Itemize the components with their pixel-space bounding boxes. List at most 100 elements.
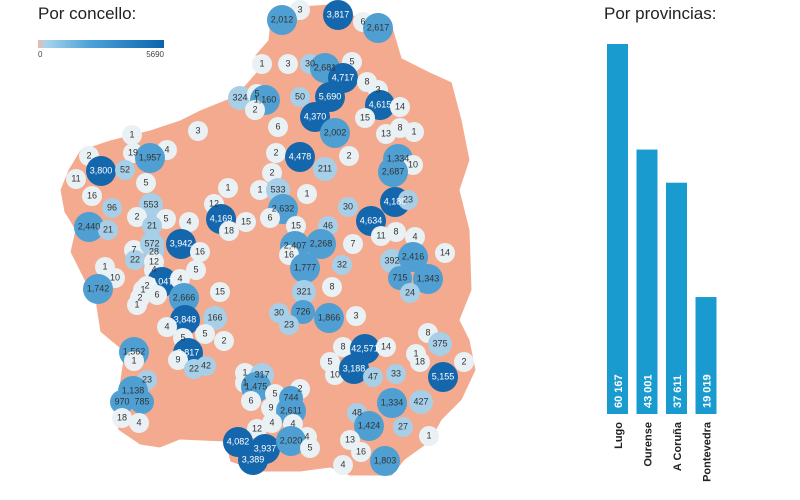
- municipality-area[interactable]: [124, 351, 144, 371]
- municipality-area[interactable]: [363, 13, 393, 43]
- municipality-area[interactable]: [170, 305, 200, 335]
- municipality-area[interactable]: [419, 426, 439, 446]
- municipality-area[interactable]: [400, 283, 420, 303]
- municipality-area[interactable]: [195, 324, 215, 344]
- municipality-area[interactable]: [188, 121, 208, 141]
- municipality-area[interactable]: [404, 122, 424, 142]
- municipality-area[interactable]: [218, 178, 238, 198]
- municipality-area[interactable]: [247, 419, 267, 439]
- municipality-area[interactable]: [398, 190, 418, 210]
- municipality-area[interactable]: [66, 169, 86, 189]
- municipality-area[interactable]: [268, 117, 288, 137]
- municipality-area[interactable]: [136, 173, 156, 193]
- municipality-area[interactable]: [112, 408, 132, 428]
- municipality-area[interactable]: [86, 156, 116, 186]
- municipality-area[interactable]: [122, 125, 142, 145]
- municipality-area[interactable]: [262, 163, 282, 183]
- municipality-area[interactable]: [355, 108, 375, 128]
- municipality-area[interactable]: [130, 390, 154, 414]
- municipality-area[interactable]: [410, 352, 430, 372]
- municipality-area[interactable]: [266, 143, 286, 163]
- municipality-area[interactable]: [250, 180, 270, 200]
- bar-lugo[interactable]: [607, 44, 628, 414]
- municipality-area[interactable]: [343, 234, 363, 254]
- municipality-area[interactable]: [82, 186, 102, 206]
- municipality-area[interactable]: [238, 445, 268, 475]
- bar-a-coruña[interactable]: [666, 182, 687, 414]
- municipality-area[interactable]: [339, 146, 359, 166]
- municipality-area[interactable]: [125, 250, 145, 270]
- municipality-area[interactable]: [333, 337, 353, 357]
- municipality-area[interactable]: [320, 118, 350, 148]
- municipality-area[interactable]: [297, 184, 317, 204]
- municipality-area[interactable]: [278, 54, 298, 74]
- municipality-area[interactable]: [332, 255, 352, 275]
- municipality-area[interactable]: [98, 220, 118, 240]
- municipality-area[interactable]: [398, 242, 428, 272]
- municipality-area[interactable]: [376, 337, 396, 357]
- municipality-area[interactable]: [371, 226, 391, 246]
- municipality-area[interactable]: [245, 100, 265, 120]
- municipality-area[interactable]: [306, 229, 336, 259]
- municipality-area[interactable]: [323, 0, 353, 30]
- bar-ourense[interactable]: [636, 149, 658, 415]
- municipality-area[interactable]: [378, 157, 408, 187]
- municipality-area[interactable]: [290, 87, 310, 107]
- municipality-area[interactable]: [322, 277, 342, 297]
- municipality-area[interactable]: [127, 207, 147, 227]
- municipality-area[interactable]: [129, 413, 149, 433]
- municipality-area[interactable]: [291, 300, 315, 324]
- municipality-area[interactable]: [370, 446, 400, 476]
- municipality-area[interactable]: [292, 280, 316, 304]
- municipality-area[interactable]: [115, 160, 135, 180]
- municipality-area[interactable]: [428, 362, 458, 392]
- municipality-area[interactable]: [454, 352, 474, 372]
- municipality-area[interactable]: [168, 350, 188, 370]
- municipality-area[interactable]: [102, 198, 122, 218]
- municipality-area[interactable]: [228, 86, 252, 110]
- municipality-area[interactable]: [166, 229, 196, 259]
- municipality-area[interactable]: [413, 264, 443, 294]
- municipality-area[interactable]: [83, 274, 113, 304]
- municipality-area[interactable]: [405, 227, 425, 247]
- municipality-area[interactable]: [338, 197, 358, 217]
- municipality-area[interactable]: [333, 455, 353, 475]
- municipality-area[interactable]: [300, 102, 330, 132]
- municipality-area[interactable]: [363, 367, 383, 387]
- municipality-area[interactable]: [279, 315, 299, 335]
- municipality-area[interactable]: [428, 332, 452, 356]
- municipality-area[interactable]: [286, 216, 306, 236]
- municipality-area[interactable]: [157, 317, 177, 337]
- municipality-area[interactable]: [241, 391, 261, 411]
- municipality-area[interactable]: [74, 212, 104, 242]
- municipality-area[interactable]: [142, 216, 162, 236]
- municipality-area[interactable]: [351, 442, 371, 462]
- municipality-area[interactable]: [261, 398, 281, 418]
- municipality-area[interactable]: [214, 331, 234, 351]
- municipality-area[interactable]: [260, 208, 280, 228]
- municipality-area[interactable]: [236, 212, 256, 232]
- municipality-area[interactable]: [190, 242, 210, 262]
- municipality-area[interactable]: [127, 295, 147, 315]
- municipality-area[interactable]: [435, 243, 455, 263]
- municipality-area[interactable]: [110, 390, 134, 414]
- municipality-area[interactable]: [169, 283, 199, 313]
- municipality-area[interactable]: [186, 260, 206, 280]
- municipality-area[interactable]: [219, 221, 239, 241]
- municipality-area[interactable]: [267, 5, 297, 35]
- bar-pontevedra[interactable]: [695, 297, 717, 414]
- municipality-area[interactable]: [196, 356, 216, 376]
- municipality-area[interactable]: [179, 212, 199, 232]
- municipality-area[interactable]: [386, 222, 406, 242]
- municipality-area[interactable]: [252, 54, 272, 74]
- municipality-area[interactable]: [346, 306, 366, 326]
- municipality-area[interactable]: [386, 364, 406, 384]
- municipality-area[interactable]: [314, 303, 344, 333]
- municipality-area[interactable]: [300, 438, 320, 458]
- municipality-area[interactable]: [377, 388, 407, 418]
- municipality-area[interactable]: [285, 142, 315, 172]
- municipality-area[interactable]: [290, 253, 320, 283]
- municipality-area[interactable]: [276, 426, 306, 456]
- municipality-area[interactable]: [393, 417, 413, 437]
- municipality-area[interactable]: [390, 97, 410, 117]
